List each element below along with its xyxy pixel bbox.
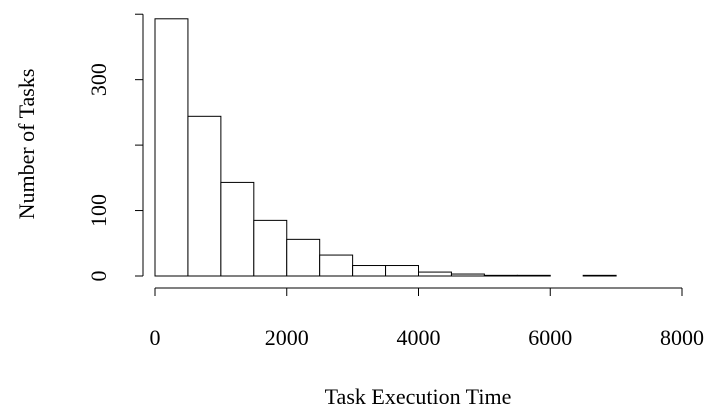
histogram-bar [418, 271, 452, 277]
histogram-bars [154, 18, 617, 277]
x-tick-label: 8000 [660, 325, 704, 350]
histogram-bar [187, 115, 222, 277]
x-axis: 0 2000 4000 6000 8000 [150, 287, 704, 350]
histogram-bar [286, 238, 321, 277]
histogram-bar [483, 274, 518, 277]
x-axis-label: Task Execution Time [325, 384, 512, 409]
histogram-bar [582, 274, 617, 277]
histogram-bar [352, 265, 387, 277]
histogram-bar [154, 18, 189, 277]
x-tick-label: 6000 [528, 325, 572, 350]
histogram-bar [385, 265, 419, 277]
histogram-bar [253, 219, 288, 277]
x-tick-label: 2000 [265, 325, 309, 350]
x-tick-label: 0 [150, 325, 161, 350]
histogram-bar [516, 274, 551, 277]
y-tick-label: 300 [86, 63, 111, 96]
histogram-bar [319, 254, 354, 277]
y-tick-label: 0 [86, 271, 111, 282]
y-axis-label: Number of Tasks [14, 69, 39, 220]
y-axis: 0 100 300 [86, 13, 144, 282]
x-tick-label: 4000 [397, 325, 441, 350]
histogram-bar [220, 181, 255, 277]
histogram-bar [450, 273, 485, 277]
y-tick-label: 100 [86, 194, 111, 227]
